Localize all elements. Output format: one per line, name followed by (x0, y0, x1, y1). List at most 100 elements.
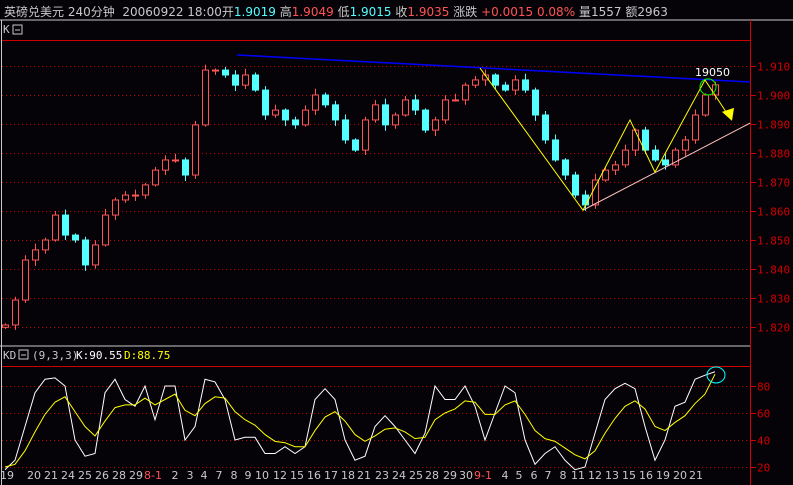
price-tick-label: 1.910 (757, 61, 790, 74)
high-value: 1.9049 (291, 5, 334, 19)
candle-up (272, 109, 279, 116)
date-tick-label: 25 (409, 469, 423, 482)
candle-up (362, 119, 369, 151)
price-tick-label: 1.840 (757, 264, 790, 277)
k-panel-collapse-button[interactable] (12, 24, 23, 35)
candle-down (292, 119, 299, 126)
close-value: 1.9035 (407, 5, 450, 19)
zigzag-line (479, 67, 731, 212)
candle-down (552, 139, 559, 161)
candle-down (282, 109, 289, 121)
candle-up (92, 244, 99, 266)
candle-up (432, 119, 439, 131)
candle-down (562, 159, 569, 176)
candle-down (572, 174, 579, 196)
amount-value: 2963 (637, 5, 668, 19)
candle-down (72, 234, 79, 241)
kd-lines (4, 366, 726, 471)
candle-down (262, 89, 269, 116)
date-tick-label: 17 (324, 469, 338, 482)
date-tick-label: 4 (502, 469, 509, 482)
candle-up (192, 124, 199, 176)
candle-up (612, 164, 619, 171)
candle-up (452, 99, 459, 102)
resistance-line (236, 54, 751, 83)
date-tick-label: 16 (639, 469, 653, 482)
date-tick-label: 11 (571, 469, 585, 482)
date-tick-label: 19 (656, 469, 670, 482)
k-panel-label: K (3, 23, 10, 36)
candle-up (152, 169, 159, 186)
high-label: 高 (279, 5, 292, 19)
open-value: 1.9019 (233, 5, 276, 19)
highlight-circle (699, 78, 717, 96)
candle-up (102, 214, 109, 246)
candle-down (582, 194, 589, 206)
date-tick-label: 30 (459, 469, 473, 482)
kd-line-d (4, 373, 716, 468)
price-tick-label: 1.880 (757, 148, 790, 161)
kd-line-k (4, 371, 716, 471)
candles (2, 64, 719, 330)
candle-up (672, 149, 679, 166)
candle-down (82, 239, 89, 266)
date-tick-label: 24 (61, 469, 75, 482)
price-tick-label: 1.830 (757, 293, 790, 306)
date-tick-label: 10 (255, 469, 269, 482)
candle-up (212, 69, 219, 72)
candle-up (42, 239, 49, 251)
candle-up (12, 299, 19, 326)
date-tick-label: 13 (605, 469, 619, 482)
candle-up (702, 94, 709, 116)
candle-down (222, 69, 229, 76)
candle-up (172, 159, 179, 162)
candle-up (402, 99, 409, 116)
highlight-circle (706, 366, 726, 384)
date-tick-label: 18 (341, 469, 355, 482)
candle-up (592, 179, 599, 206)
price-tick-label: 1.860 (757, 206, 790, 219)
change-value: +0.0015 (481, 5, 534, 19)
date-tick-label: 15 (290, 469, 304, 482)
kd-params: (9,3,3) (32, 349, 78, 362)
price-tick-label: 1.820 (757, 322, 790, 335)
date-tick-label: 15 (622, 469, 636, 482)
kd-tick-label: 20 (757, 462, 770, 475)
candle-down (62, 214, 69, 236)
kd-panel-collapse-button[interactable] (18, 349, 29, 360)
candle-down (492, 74, 499, 86)
datetime: 20060922 18:00 (122, 5, 222, 19)
date-tick-label: 29 (129, 469, 143, 482)
change-pct: 0.08% (536, 5, 576, 19)
date-tick-label: 23 (375, 469, 389, 482)
candle-up (462, 84, 469, 101)
candle-down (332, 104, 339, 121)
date-tick-label: 24 (392, 469, 406, 482)
date-tick-label: 28 (112, 469, 126, 482)
d-value: D:88.75 (124, 349, 170, 362)
candle-up (312, 94, 319, 111)
price-tick-label: 1.900 (757, 90, 790, 103)
date-tick-label: 21 (44, 469, 58, 482)
date-tick-label: 8-1 (144, 469, 162, 482)
trendlines (236, 54, 751, 212)
candle-up (372, 104, 379, 121)
volume-label: 量 (578, 5, 591, 19)
candle-up (132, 194, 139, 197)
candle-up (122, 194, 129, 201)
date-tick-label: 29 (443, 469, 457, 482)
kd-tick-label: 80 (757, 381, 770, 394)
candle-up (692, 114, 699, 141)
candle-up (442, 99, 449, 121)
date-tick-label: 5 (516, 469, 523, 482)
date-tick-label: 16 (307, 469, 321, 482)
candle-down (652, 149, 659, 161)
candle-up (2, 324, 9, 328)
candle-down (522, 79, 529, 91)
candle-up (202, 69, 209, 126)
date-tick-label: 20 (673, 469, 687, 482)
x-axis: 19 20 21 24 25 26 28 29 8-1 2 3 4 7 8 9 10 12 15 16 17 18 21 2… (0, 469, 703, 482)
date-tick-label: 2 (172, 469, 179, 482)
candle-up (632, 129, 639, 151)
